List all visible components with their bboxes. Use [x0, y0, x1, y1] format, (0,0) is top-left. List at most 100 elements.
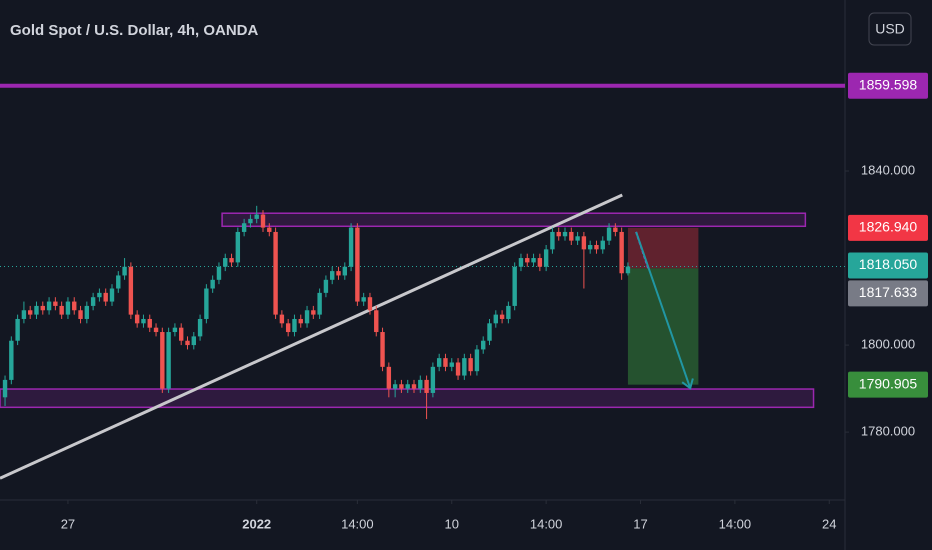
candle-body	[487, 323, 492, 341]
candle-body	[380, 332, 385, 367]
candle-body	[229, 258, 234, 263]
candle-body	[267, 227, 272, 232]
candle-body	[587, 244, 593, 250]
x-tick-label: 17	[633, 516, 647, 531]
arrow	[635, 231, 692, 389]
candle-body	[179, 327, 184, 341]
candle-body	[386, 366, 392, 389]
candle-body	[361, 297, 366, 302]
candle-body	[342, 266, 347, 276]
candle-body	[468, 358, 473, 372]
candle-body	[172, 327, 178, 333]
candle-body	[619, 231, 624, 274]
candle-body	[317, 292, 322, 315]
x-tick-label: 14:00	[719, 516, 752, 531]
candle-body	[78, 310, 83, 319]
candle-body	[581, 236, 587, 250]
candle-body	[556, 231, 561, 237]
candle-body	[374, 310, 379, 333]
candle-body	[330, 271, 335, 280]
candle-body	[506, 305, 511, 319]
candle-body	[134, 314, 140, 324]
candle-body	[254, 214, 259, 219]
x-tick-label: 24	[822, 516, 836, 531]
candle-body	[411, 384, 417, 389]
candle-body	[613, 227, 618, 232]
candle-body	[279, 314, 285, 324]
candle-body	[625, 266, 631, 274]
candle-body	[323, 279, 329, 293]
price-label-box	[848, 371, 928, 398]
candle-body	[543, 249, 549, 267]
arrow-head	[681, 378, 694, 390]
candle-body	[537, 258, 543, 267]
x-tick-label: 2022	[242, 516, 271, 531]
candle-body	[72, 301, 77, 311]
candle-body	[153, 327, 159, 333]
candle-body	[216, 266, 222, 280]
candle-body	[235, 231, 241, 263]
candle-body	[298, 318, 303, 324]
target-zone	[627, 268, 699, 385]
candle-body	[550, 231, 555, 250]
candle-body	[449, 362, 454, 367]
candle-body	[84, 305, 90, 319]
candle-body	[40, 305, 45, 311]
candle-body	[606, 227, 612, 241]
candle-body	[90, 297, 96, 306]
trendline	[0, 193, 623, 480]
candle-body	[141, 318, 146, 324]
candle-body	[367, 297, 373, 311]
candle-body	[15, 318, 20, 341]
candle-body	[210, 279, 215, 289]
candle-body	[116, 275, 121, 289]
candle-body	[128, 266, 134, 315]
candle-body	[204, 288, 209, 319]
price-label: 1859.598	[859, 76, 918, 92]
candle-body	[562, 231, 568, 237]
candle-body	[355, 227, 360, 302]
price-label: 1790.905	[859, 375, 918, 391]
candle-body	[103, 292, 108, 302]
candle-body	[59, 305, 64, 315]
candle-body	[443, 358, 448, 367]
price-label-box	[848, 280, 928, 307]
candle-body	[336, 271, 341, 276]
candle-body	[2, 379, 8, 398]
zone	[0, 388, 815, 409]
currency-label[interactable]: USD	[875, 21, 905, 37]
chart-title: Gold Spot / U.S. Dollar, 4h, OANDA	[10, 22, 259, 39]
candle-body	[455, 362, 461, 376]
price-label-box	[848, 214, 928, 241]
candle-body	[518, 258, 524, 267]
x-tick-label: 10	[445, 516, 459, 531]
zone	[221, 212, 807, 228]
currency-button[interactable]	[868, 12, 912, 46]
candle-body	[399, 384, 404, 389]
candle-body	[248, 218, 253, 224]
candle-body	[348, 227, 354, 267]
candle-body	[191, 336, 196, 346]
candle-body	[594, 244, 599, 250]
candle-body	[34, 305, 39, 315]
candle-body	[462, 358, 467, 376]
x-tick-label: 27	[61, 516, 75, 531]
price-label-box	[848, 252, 928, 279]
candle-body	[122, 266, 127, 276]
candle-body	[474, 349, 480, 372]
axes: 1780.000 1800.000 1840.000 27 2022 14:00 10 14:…	[61, 72, 928, 531]
candle-body	[481, 340, 486, 350]
candle-body	[311, 310, 316, 315]
price-label-box	[848, 72, 928, 99]
x-tick-label: 14:00	[341, 516, 374, 531]
candle-body	[292, 318, 297, 333]
candle-body	[65, 301, 71, 315]
candle-body	[531, 258, 536, 263]
candle-body	[160, 332, 165, 389]
candle-body	[147, 318, 152, 328]
candle-body	[575, 236, 580, 241]
candle-body	[46, 301, 52, 311]
candle-body	[273, 231, 278, 315]
